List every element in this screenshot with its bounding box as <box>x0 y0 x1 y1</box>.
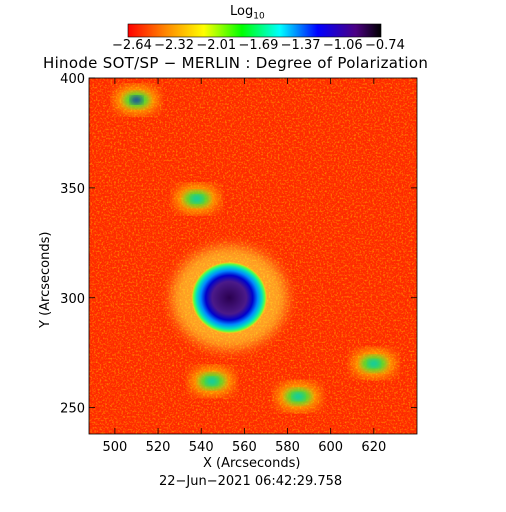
x-axis: 500 520 540 560 580 600 620 <box>102 78 386 455</box>
y-tick-label: 250 <box>60 402 85 417</box>
y-axis: 250 300 350 400 <box>60 72 417 417</box>
y-axis-label: Y (Arcseconds) <box>38 231 53 328</box>
timestamp: 22−Jun−2021 06:42:29.758 <box>159 474 343 489</box>
x-tick-label: 520 <box>146 440 171 455</box>
colorbar <box>127 23 382 38</box>
y-tick-label: 350 <box>60 182 85 197</box>
colorbar-title: Log10 <box>230 4 265 22</box>
y-tick-label: 300 <box>60 292 85 307</box>
chart-title: Hinode SOT/SP − MERLIN : Degree of Polar… <box>43 54 429 72</box>
x-tick-label: 580 <box>275 440 300 455</box>
colorbar-tick-label: −1.69 <box>238 38 279 53</box>
plage-region <box>174 184 219 213</box>
x-tick-label: 500 <box>102 440 127 455</box>
x-tick-label: 600 <box>318 440 343 455</box>
plage-region <box>114 85 159 114</box>
x-tick-label: 620 <box>361 440 386 455</box>
plot-frame <box>88 77 418 435</box>
plage-region <box>351 349 396 378</box>
plage-region <box>276 382 321 411</box>
colorbar-tick-label: −2.64 <box>112 38 152 53</box>
plage-region <box>190 367 234 396</box>
heatmap-image <box>89 78 417 434</box>
sunspot <box>191 261 268 334</box>
colorbar-tick-label: −2.32 <box>154 38 194 53</box>
x-tick-label: 560 <box>232 440 257 455</box>
x-tick-label: 540 <box>189 440 214 455</box>
colorbar-tick-label: −1.06 <box>322 38 363 53</box>
colorbar-tick-label: −1.37 <box>280 38 321 53</box>
colorbar-tick-label: −0.74 <box>365 38 405 53</box>
colorbar-tick-label: −2.01 <box>196 38 237 53</box>
x-axis-label: X (Arcseconds) <box>203 456 301 471</box>
y-tick-label: 400 <box>60 72 85 87</box>
